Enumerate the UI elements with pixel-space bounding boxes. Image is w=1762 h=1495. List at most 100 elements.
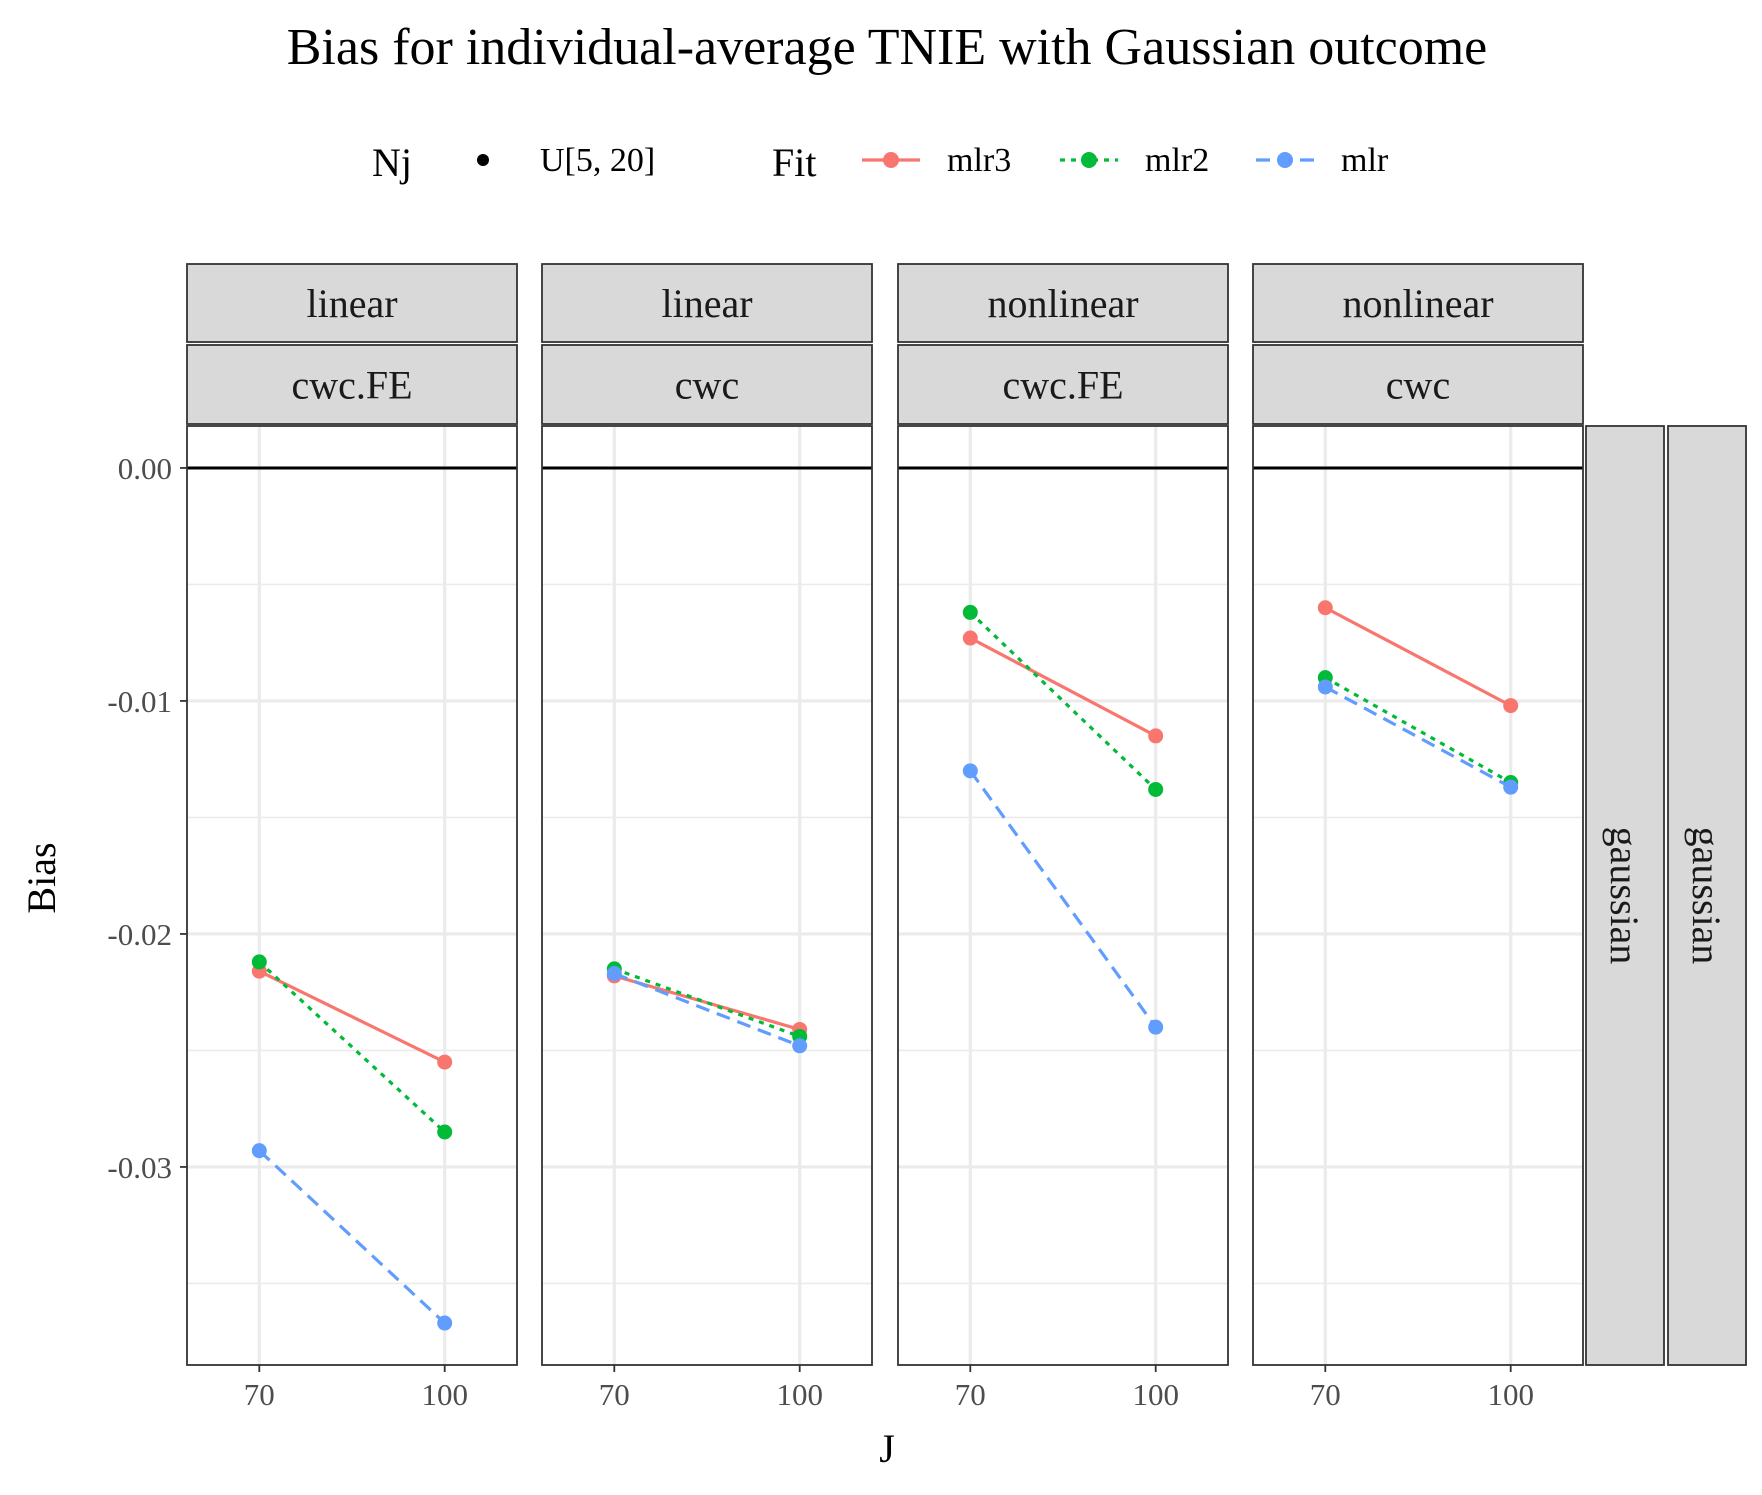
- data-point-mlr3-100: [1503, 698, 1519, 714]
- panel-3: nonlinear cwc.FE 70 100: [897, 263, 1229, 1412]
- legend-key-point: [1277, 152, 1293, 168]
- panel-border: [541, 425, 873, 1366]
- data-point-mlr2-70: [962, 604, 978, 620]
- data-point-mlr-100: [792, 1038, 808, 1054]
- row-strip-label: gaussian: [1684, 827, 1729, 965]
- x-tick-label: 70: [1310, 1377, 1341, 1412]
- x-tick-label: 70: [599, 1377, 630, 1412]
- panel-background: [898, 426, 1228, 1365]
- data-point-mlr-100: [437, 1315, 453, 1331]
- x-tick-label: 70: [244, 1377, 275, 1412]
- series-mlr: [251, 1143, 453, 1331]
- x-tick-label: 100: [1487, 1377, 1534, 1412]
- panel-background: [542, 426, 872, 1365]
- series-mlr3: [251, 963, 453, 1070]
- row-strip-box: [1585, 425, 1665, 1366]
- data-point-mlr-70: [1317, 679, 1333, 695]
- y-axis-title: Bias: [19, 842, 64, 913]
- data-point-mlr3-100: [1148, 728, 1164, 744]
- legend-key-nj-point: [477, 154, 489, 166]
- legend-fit-entries: mlr3 mlr2 mlr: [862, 142, 1389, 179]
- legend-entry-mlr2: mlr2: [1060, 142, 1209, 179]
- panel-2: linear cwc 70 100: [541, 263, 873, 1412]
- strip-top-label: nonlinear: [1342, 281, 1493, 326]
- strip-top-box: [186, 263, 518, 343]
- panel-border: [897, 425, 1229, 1366]
- strip-bottom-box: [1252, 344, 1584, 425]
- series-line-mlr3: [258, 969, 446, 1064]
- data-point-mlr3-100: [437, 1054, 453, 1070]
- data-point-mlr3-70: [1317, 600, 1333, 616]
- series-mlr2: [962, 604, 1164, 797]
- strip-top-label: nonlinear: [987, 281, 1138, 326]
- panel-border: [1252, 425, 1584, 1366]
- data-point-mlr-70: [251, 1143, 267, 1159]
- strip-bottom-label: cwc.FE: [1002, 363, 1123, 408]
- x-tick-label: 100: [776, 1377, 823, 1412]
- strip-bottom-box: [897, 344, 1229, 425]
- row-strip-label: gaussian: [1602, 827, 1647, 965]
- legend: Nj U[5, 20] Fit mlr3 mlr2 mlr: [372, 140, 1389, 185]
- legend-title-fit: Fit: [772, 140, 816, 185]
- series-mlr: [962, 763, 1164, 1035]
- y-axis: 0.00 -0.01 -0.02 -0.03: [107, 451, 187, 1185]
- data-point-mlr-100: [1503, 779, 1519, 795]
- panel-background: [187, 426, 517, 1365]
- x-axis-title: J: [879, 1426, 895, 1471]
- legend-label-mlr3: mlr3: [947, 142, 1011, 179]
- series-mlr2: [251, 954, 453, 1140]
- strip-bottom-box: [186, 344, 518, 425]
- legend-key-point: [883, 152, 899, 168]
- y-tick-label: -0.03: [107, 1150, 172, 1185]
- y-tick-label: -0.02: [107, 917, 172, 952]
- data-point-mlr3-70: [962, 630, 978, 646]
- series-line-mlr: [613, 972, 801, 1048]
- strip-top-box: [897, 263, 1229, 343]
- legend-entry-mlr: mlr: [1256, 142, 1389, 179]
- strip-top-box: [541, 263, 873, 343]
- series-line-mlr: [1324, 685, 1512, 789]
- series-line-mlr2: [969, 611, 1157, 791]
- series-line-mlr: [258, 1149, 446, 1325]
- data-point-mlr-70: [606, 966, 622, 982]
- strip-top-label: linear: [661, 281, 752, 326]
- y-tick-label: 0.00: [118, 451, 172, 486]
- series-line-mlr3: [969, 636, 1157, 738]
- series-line-mlr3: [1324, 606, 1512, 708]
- x-tick-label: 100: [1132, 1377, 1179, 1412]
- strip-bottom-box: [541, 344, 873, 425]
- series-mlr: [1317, 679, 1519, 795]
- strip-bottom-label: cwc: [1386, 363, 1450, 408]
- row-strips: gaussian gaussian: [1585, 425, 1747, 1366]
- data-point-mlr-100: [1148, 1019, 1164, 1035]
- chart-title: Bias for individual-average TNIE with Ga…: [287, 19, 1488, 76]
- data-point-mlr2-70: [251, 954, 267, 970]
- legend-label-nj: U[5, 20]: [540, 142, 655, 179]
- data-point-mlr2-100: [437, 1124, 453, 1140]
- series-mlr3: [1317, 600, 1519, 714]
- panel-4: nonlinear cwc 70 100: [1252, 263, 1584, 1412]
- series-mlr: [606, 966, 808, 1054]
- series-mlr3: [962, 630, 1164, 744]
- series-line-mlr2: [1324, 676, 1512, 784]
- legend-key-point: [1081, 152, 1097, 168]
- panel-background: [1253, 426, 1583, 1365]
- data-point-mlr2-100: [1148, 781, 1164, 797]
- row-strip-box: [1667, 425, 1747, 1366]
- legend-label-mlr2: mlr2: [1145, 142, 1209, 179]
- x-tick-label: 100: [421, 1377, 468, 1412]
- legend-entry-mlr3: mlr3: [862, 142, 1011, 179]
- data-point-mlr-70: [962, 763, 978, 779]
- y-tick-label: -0.01: [107, 684, 172, 719]
- legend-label-mlr: mlr: [1341, 142, 1389, 179]
- series-line-mlr: [969, 769, 1157, 1029]
- strip-bottom-label: cwc.FE: [291, 363, 412, 408]
- series-line-mlr2: [258, 960, 446, 1134]
- panel-1: linear cwc.FE 70 100: [186, 263, 518, 1412]
- legend-title-nj: Nj: [372, 140, 412, 185]
- strip-top-label: linear: [306, 281, 397, 326]
- strip-bottom-label: cwc: [675, 363, 739, 408]
- panel-border: [186, 425, 518, 1366]
